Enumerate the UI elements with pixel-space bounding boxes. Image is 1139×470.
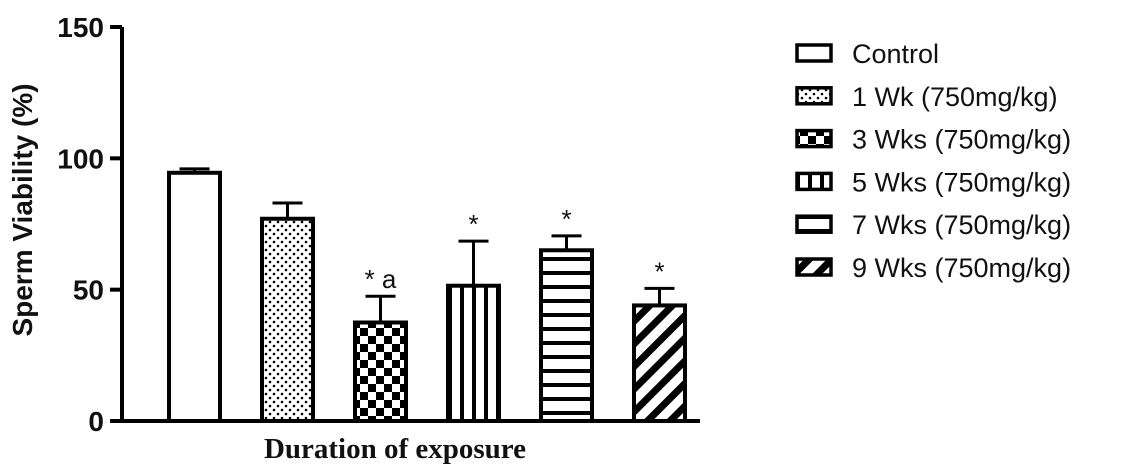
y-tick-label: 0 xyxy=(88,406,104,437)
legend-label: 7 Wks (750mg/kg) xyxy=(852,210,1071,240)
legend-swatch xyxy=(795,214,833,234)
bar xyxy=(167,170,222,423)
y-tick-label: 150 xyxy=(57,12,104,43)
bar xyxy=(446,283,501,423)
significance-label: * xyxy=(468,209,478,239)
legend-label: 9 Wks (750mg/kg) xyxy=(852,253,1071,283)
legend-swatch xyxy=(795,257,833,277)
y-axis-label: Sperm Viability (%) xyxy=(7,83,38,336)
x-axis-label: Duration of exposure xyxy=(264,433,526,465)
bar xyxy=(353,320,408,423)
legend-label: 3 Wks (750mg/kg) xyxy=(852,125,1071,155)
bar xyxy=(260,216,315,423)
y-tick-label: 100 xyxy=(57,143,104,174)
legend-swatch xyxy=(795,171,833,192)
bars: * a * * * xyxy=(167,167,687,423)
legend-swatch xyxy=(795,128,833,149)
legend-label: Control xyxy=(852,39,939,69)
y-ticks: 0 50 100 150 xyxy=(57,12,122,437)
legend-swatch xyxy=(795,43,833,63)
legend-swatch xyxy=(795,86,833,106)
legend: Control 1 Wk (750mg/kg) 3 Wks (750mg/kg) 5 … xyxy=(795,39,1071,283)
significance-label: * xyxy=(654,256,664,286)
bar xyxy=(632,303,687,423)
significance-label: * a xyxy=(365,264,397,294)
bar xyxy=(539,248,594,423)
significance-label: * xyxy=(561,204,571,234)
legend-label: 5 Wks (750mg/kg) xyxy=(852,167,1071,197)
legend-label: 1 Wk (750mg/kg) xyxy=(852,82,1058,112)
y-tick-label: 50 xyxy=(73,275,104,306)
